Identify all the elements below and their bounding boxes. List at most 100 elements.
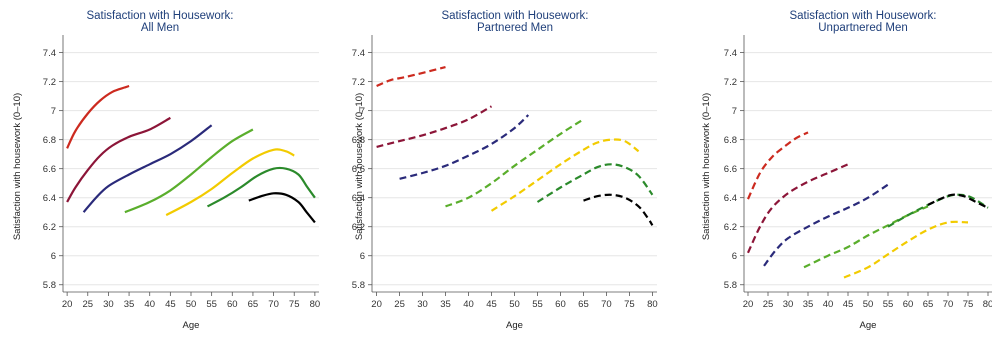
all-men-y-tick-label: 7.4 — [43, 48, 56, 59]
all-men-x-tick-label: 55 — [206, 299, 217, 310]
partnered-men-x-tick-label: 65 — [578, 299, 589, 310]
all-men-series-line — [66, 84, 130, 149]
partnered-men-y-tick-label: 7.2 — [352, 77, 365, 88]
partnered-men-x-tick-label: 70 — [601, 299, 612, 310]
partnered-men-x-tick-label: 20 — [371, 299, 382, 310]
all-men-y-axis-label: Satisfaction with housework (0–10) — [12, 93, 23, 240]
partnered-men-x-axis-label: Age — [506, 320, 523, 331]
unpartnered-men-series-line — [843, 220, 969, 279]
unpartnered-men-y-tick-label: 5.8 — [724, 280, 737, 291]
partnered-men-y-tick-label: 7.4 — [352, 48, 365, 59]
partnered-men-y-tick-label: 6 — [360, 251, 365, 262]
all-men-y-tick-label: 6 — [51, 251, 56, 262]
unpartnered-men-x-tick-label: 50 — [863, 299, 874, 310]
partnered-men-y-tick-label: 7 — [360, 106, 365, 117]
unpartnered-men-x-tick-label: 40 — [823, 299, 834, 310]
all-men-y-tick-label: 7.2 — [43, 77, 56, 88]
unpartnered-men-series-line — [927, 193, 989, 209]
partnered-men-series-line — [376, 105, 493, 148]
all-men-x-tick-label: 30 — [103, 299, 114, 310]
partnered-men-x-tick-label: 50 — [509, 299, 520, 310]
all-men-series-line — [66, 116, 171, 203]
all-men-series-line — [248, 192, 316, 224]
unpartnered-men-y-tick-label: 7.4 — [724, 48, 737, 59]
unpartnered-men-x-tick-label: 30 — [783, 299, 794, 310]
unpartnered-men-x-tick-label: 60 — [903, 299, 914, 310]
partnered-men-series-line — [376, 66, 446, 88]
partnered-men-y-tick-label: 6.6 — [352, 164, 365, 175]
panel-unpartnered-men: Satisfaction with Housework:Unpartnered … — [701, 10, 992, 331]
unpartnered-men-title: Satisfaction with Housework: — [789, 10, 936, 22]
unpartnered-men-x-tick-label: 80 — [983, 299, 992, 310]
partnered-men-x-tick-label: 40 — [463, 299, 474, 310]
all-men-x-tick-label: 70 — [268, 299, 279, 310]
unpartnered-men-y-axis-label: Satisfaction with housework (0–10) — [701, 93, 712, 240]
panel-all-men: Satisfaction with Housework:All Men 5.8 6 6… — [12, 10, 320, 331]
all-men-x-tick-label: 75 — [289, 299, 300, 310]
partnered-men-series-line — [583, 193, 654, 226]
all-men-y-tick-label: 6.4 — [43, 193, 56, 204]
all-men-series-line — [165, 148, 295, 217]
partnered-men-series-line — [399, 114, 530, 180]
all-men-x-tick-label: 40 — [144, 299, 155, 310]
all-men-y-tick-label: 7 — [51, 106, 56, 117]
all-men-y-tick-label: 5.8 — [43, 280, 56, 291]
unpartnered-men-y-tick-label: 6.6 — [724, 164, 737, 175]
partnered-men-x-tick-label: 25 — [394, 299, 405, 310]
unpartnered-men-x-axis-label: Age — [860, 320, 877, 331]
unpartnered-men-x-tick-label: 20 — [743, 299, 754, 310]
all-men-y-tick-label: 6.8 — [43, 135, 56, 146]
partnered-men-y-tick-label: 5.8 — [352, 280, 365, 291]
all-men-x-tick-label: 20 — [62, 299, 73, 310]
unpartnered-men-series-line — [763, 183, 889, 267]
unpartnered-men-subtitle: Unpartnered Men — [818, 22, 908, 34]
partnered-men-series-line — [490, 138, 640, 212]
all-men-x-tick-label: 65 — [248, 299, 259, 310]
partnered-men-series-line — [445, 118, 585, 208]
all-men-subtitle: All Men — [141, 22, 179, 34]
unpartnered-men-y-tick-label: 6 — [732, 251, 737, 262]
all-men-y-tick-label: 6.6 — [43, 164, 56, 175]
partnered-men-x-tick-label: 55 — [532, 299, 543, 310]
partnered-men-y-tick-label: 6.8 — [352, 135, 365, 146]
all-men-title: Satisfaction with Housework: — [86, 10, 233, 22]
partnered-men-x-tick-label: 60 — [555, 299, 566, 310]
unpartnered-men-y-tick-label: 7.2 — [724, 77, 737, 88]
partnered-men-x-tick-label: 45 — [486, 299, 497, 310]
partnered-men-y-axis-label: Satisfaction with housework (0–10) — [354, 93, 365, 240]
partnered-men-title: Satisfaction with Housework: — [441, 10, 588, 22]
partnered-men-x-tick-label: 35 — [440, 299, 451, 310]
all-men-x-tick-label: 80 — [310, 299, 321, 310]
unpartnered-men-x-tick-label: 75 — [963, 299, 974, 310]
all-men-series-line — [124, 128, 254, 214]
unpartnered-men-series-line — [747, 163, 849, 254]
unpartnered-men-x-tick-label: 70 — [943, 299, 954, 310]
partnered-men-x-tick-label: 75 — [624, 299, 635, 310]
unpartnered-men-x-tick-label: 55 — [883, 299, 894, 310]
all-men-x-axis-label: Age — [183, 320, 200, 331]
partnered-men-y-tick-label: 6.2 — [352, 222, 365, 233]
unpartnered-men-series-line — [887, 193, 989, 228]
all-men-x-tick-label: 45 — [165, 299, 176, 310]
unpartnered-men-x-tick-label: 35 — [803, 299, 814, 310]
unpartnered-men-x-tick-label: 65 — [923, 299, 934, 310]
all-men-x-tick-label: 50 — [186, 299, 197, 310]
partnered-men-series-line — [536, 163, 654, 203]
all-men-x-tick-label: 25 — [82, 299, 93, 310]
partnered-men-subtitle: Partnered Men — [477, 22, 553, 34]
all-men-series-line — [82, 124, 213, 213]
unpartnered-men-y-tick-label: 6.8 — [724, 135, 737, 146]
all-men-y-tick-label: 6.2 — [43, 222, 56, 233]
unpartnered-men-x-tick-label: 45 — [843, 299, 854, 310]
unpartnered-men-y-tick-label: 6.2 — [724, 222, 737, 233]
panel-partnered-men: Satisfaction with Housework:Partnered Me… — [352, 10, 658, 331]
partnered-men-y-tick-label: 6.4 — [352, 193, 365, 204]
partnered-men-x-tick-label: 80 — [647, 299, 658, 310]
unpartnered-men-x-tick-label: 25 — [763, 299, 774, 310]
all-men-series-line — [206, 166, 316, 208]
all-men-x-tick-label: 60 — [227, 299, 238, 310]
all-men-x-tick-label: 35 — [124, 299, 135, 310]
partnered-men-x-tick-label: 30 — [417, 299, 428, 310]
